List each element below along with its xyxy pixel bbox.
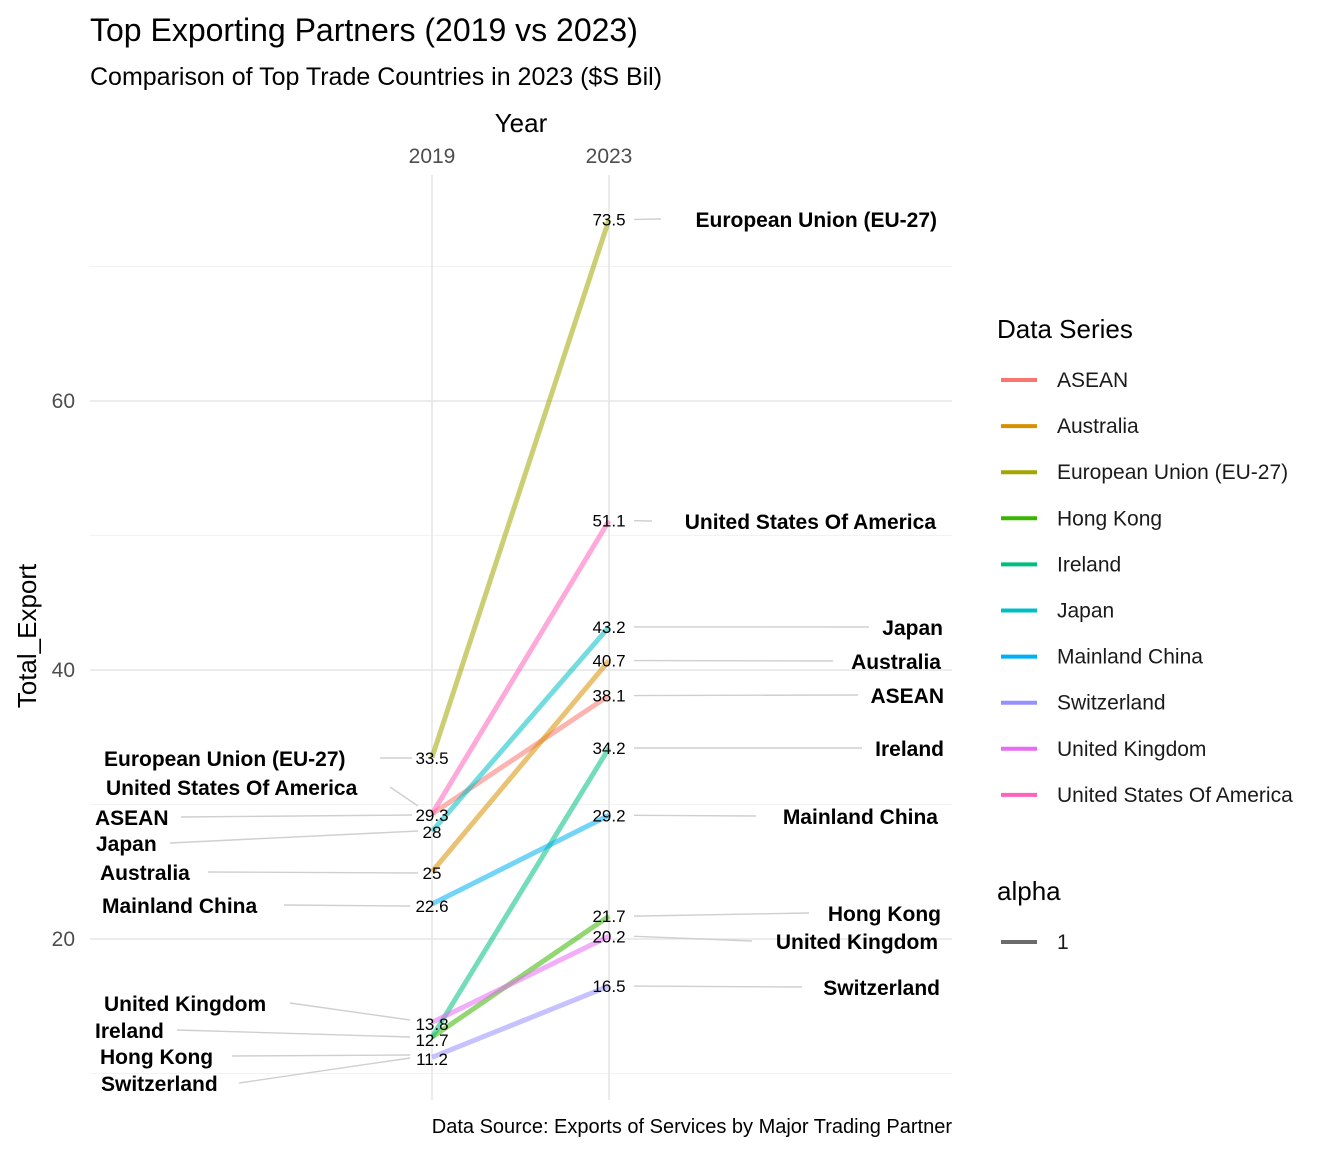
series-name-2019-mainland-china: Mainland China <box>102 895 257 918</box>
value-label-2023: 73.5 <box>592 210 625 229</box>
legend-label-united-states-of-america: United States Of America <box>1057 784 1293 807</box>
connector-2019 <box>390 787 418 806</box>
label-connectors <box>170 219 869 1083</box>
series-name-2023-asean: ASEAN <box>870 685 944 708</box>
value-label-2019: 12.7 <box>415 1031 448 1050</box>
series-line-japan <box>432 627 609 831</box>
legend-label-ireland: Ireland <box>1057 553 1121 576</box>
series-name-2019-united-kingdom: United Kingdom <box>104 993 266 1016</box>
y-ticks: 20 40 60 <box>52 390 75 951</box>
value-label-2019: 25 <box>423 864 442 883</box>
value-label-2019: 11.2 <box>416 1050 448 1069</box>
x-tick-label: 2023 <box>586 145 633 168</box>
legend-label-european-union-eu-27: European Union (EU-27) <box>1057 461 1288 484</box>
grid <box>90 175 952 1100</box>
value-label-2023: 29.2 <box>592 806 625 825</box>
connector-2019 <box>239 1058 410 1083</box>
alpha-legend-label: 1 <box>1057 931 1069 954</box>
connector-2023 <box>634 913 809 916</box>
value-label-2023: 16.5 <box>592 977 625 996</box>
x-ticks: 2019 2023 <box>409 145 633 168</box>
connector-2023 <box>634 986 802 987</box>
value-label-2023: 21.7 <box>592 907 625 926</box>
legend-label-hong-kong: Hong Kong <box>1057 507 1162 530</box>
series-name-2019-australia: Australia <box>100 862 190 885</box>
legend-items: ASEAN Australia European Union (EU-27) Hong… <box>1001 369 1293 807</box>
x-tick-label: 2019 <box>409 145 456 168</box>
series-name-2023-european-union-eu-27: European Union (EU-27) <box>695 209 937 232</box>
series-name-2023-ireland: Ireland <box>875 738 944 761</box>
connector-2019 <box>177 1030 410 1037</box>
value-label-2023: 43.2 <box>592 618 625 637</box>
series-name-2023-united-kingdom: United Kingdom <box>776 931 938 954</box>
series-name-labels: European Union (EU-27) United States Of A… <box>95 209 944 1096</box>
connector-2019 <box>181 815 412 817</box>
series-name-2023-japan: Japan <box>882 617 943 640</box>
value-label-2023: 34.2 <box>592 739 625 758</box>
value-label-2019: 22.6 <box>415 897 448 916</box>
legend-title: Data Series <box>997 314 1133 344</box>
series-lines <box>432 219 609 1057</box>
series-name-2019-japan: Japan <box>96 833 157 856</box>
series-name-2019-european-union-eu-27: European Union (EU-27) <box>104 748 346 771</box>
legend: Data Series ASEAN Australia European Union… <box>997 314 1293 954</box>
connector-2019 <box>284 905 410 906</box>
legend-label-japan: Japan <box>1057 600 1114 623</box>
value-label-2023: 20.2 <box>592 927 625 946</box>
connector-2023 <box>634 815 756 816</box>
legend-label-switzerland: Switzerland <box>1057 692 1166 715</box>
alpha-legend-title: alpha <box>997 876 1061 906</box>
series-line-united-kingdom <box>432 936 609 1022</box>
series-name-2019-united-states-of-america: United States Of America <box>106 777 358 800</box>
series-name-2019-hong-kong: Hong Kong <box>100 1046 213 1069</box>
series-name-2023-australia: Australia <box>851 651 941 674</box>
series-name-2023-united-states-of-america: United States Of America <box>685 511 937 534</box>
value-label-2023: 38.1 <box>592 687 625 706</box>
series-name-2023-mainland-china: Mainland China <box>783 806 938 829</box>
series-name-2019-asean: ASEAN <box>95 807 169 830</box>
chart-title: Top Exporting Partners (2019 vs 2023) <box>90 12 638 48</box>
connector-2019 <box>290 1003 410 1020</box>
value-label-2023: 51.1 <box>592 512 625 531</box>
y-tick-label: 40 <box>52 659 75 682</box>
series-line-european-union-eu-27 <box>432 219 609 757</box>
legend-label-united-kingdom: United Kingdom <box>1057 738 1206 761</box>
y-axis-title: Total_Export <box>12 563 42 708</box>
value-label-2019: 33.5 <box>415 749 448 768</box>
x-axis-title: Year <box>495 108 548 138</box>
legend-label-mainland-china: Mainland China <box>1057 646 1203 669</box>
legend-label-asean: ASEAN <box>1057 369 1128 392</box>
series-name-2023-hong-kong: Hong Kong <box>828 903 941 926</box>
legend-label-australia: Australia <box>1057 415 1139 438</box>
y-tick-label: 20 <box>52 928 75 951</box>
value-label-2023: 40.7 <box>592 652 625 671</box>
chart-caption: Data Source: Exports of Services by Majo… <box>432 1116 953 1138</box>
connector-2019 <box>170 831 418 843</box>
connector-2019 <box>232 1055 410 1056</box>
value-label-2019: 28 <box>423 823 442 842</box>
series-name-2019-switzerland: Switzerland <box>101 1073 218 1096</box>
series-name-2023-switzerland: Switzerland <box>823 977 940 1000</box>
value-labels: 33.529.3282522.613.812.711.238.140.773.5… <box>415 210 625 1069</box>
connector-2019 <box>208 872 418 873</box>
connector-2023 <box>634 695 858 696</box>
y-tick-label: 60 <box>52 390 75 413</box>
series-name-2019-ireland: Ireland <box>95 1020 164 1043</box>
chart-subtitle: Comparison of Top Trade Countries in 202… <box>90 63 662 91</box>
